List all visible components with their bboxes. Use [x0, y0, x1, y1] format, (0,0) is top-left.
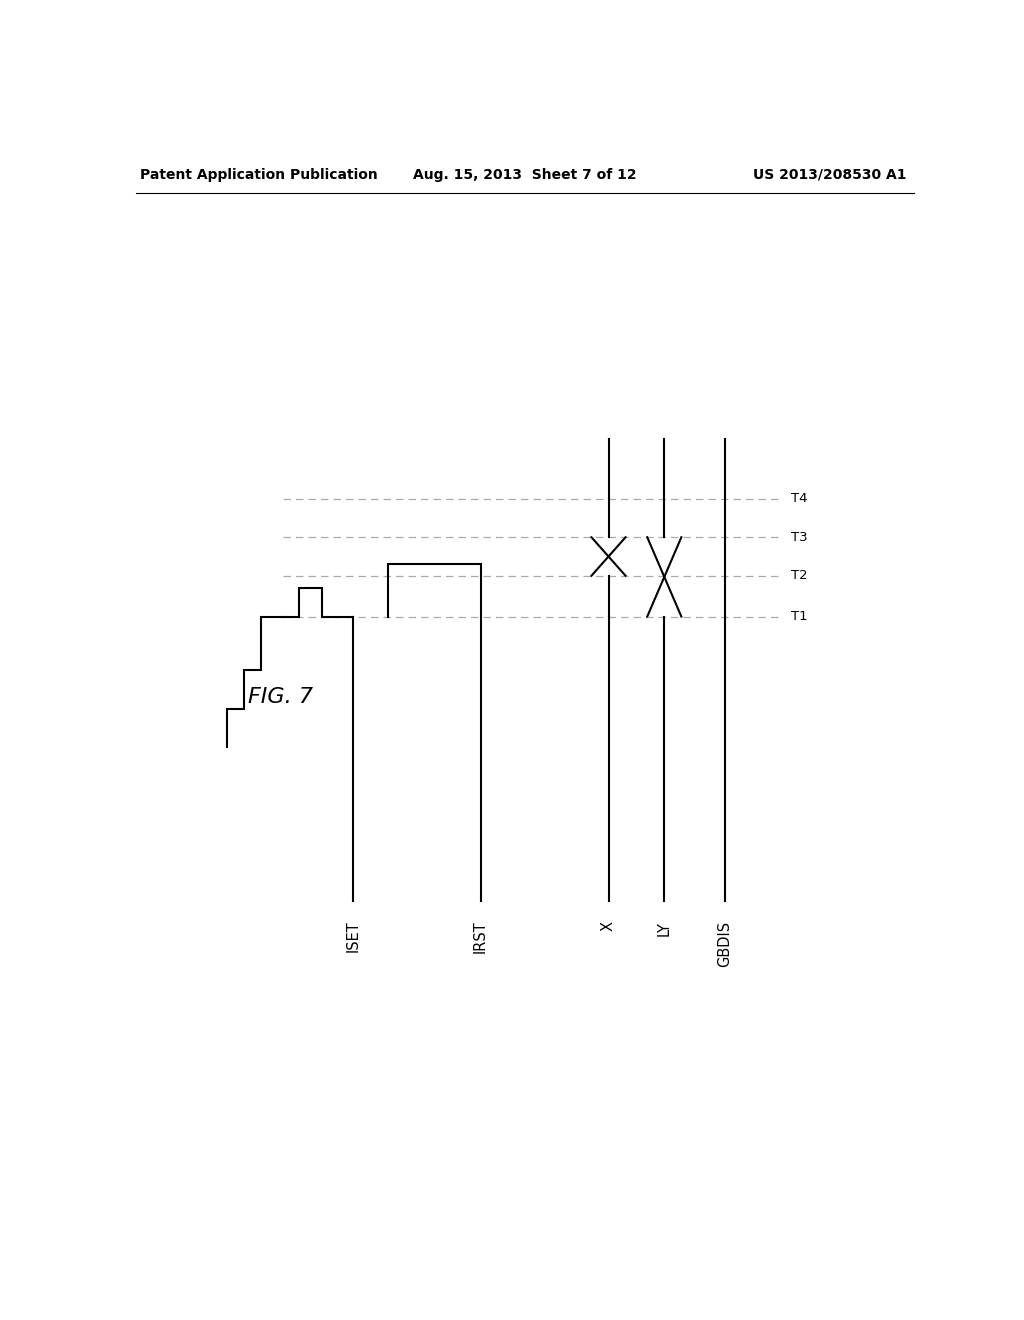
Text: GBDIS: GBDIS — [717, 921, 732, 966]
Text: T4: T4 — [791, 492, 807, 506]
Text: FIG. 7: FIG. 7 — [248, 688, 313, 708]
Text: T3: T3 — [791, 531, 807, 544]
Text: T2: T2 — [791, 569, 807, 582]
Text: Aug. 15, 2013  Sheet 7 of 12: Aug. 15, 2013 Sheet 7 of 12 — [413, 168, 637, 182]
Text: Patent Application Publication: Patent Application Publication — [139, 168, 378, 182]
Text: LY: LY — [656, 921, 672, 936]
Text: X: X — [601, 921, 616, 931]
Text: IRST: IRST — [473, 921, 488, 953]
Text: ISET: ISET — [345, 921, 360, 953]
Text: T1: T1 — [791, 610, 807, 623]
Text: US 2013/208530 A1: US 2013/208530 A1 — [754, 168, 907, 182]
